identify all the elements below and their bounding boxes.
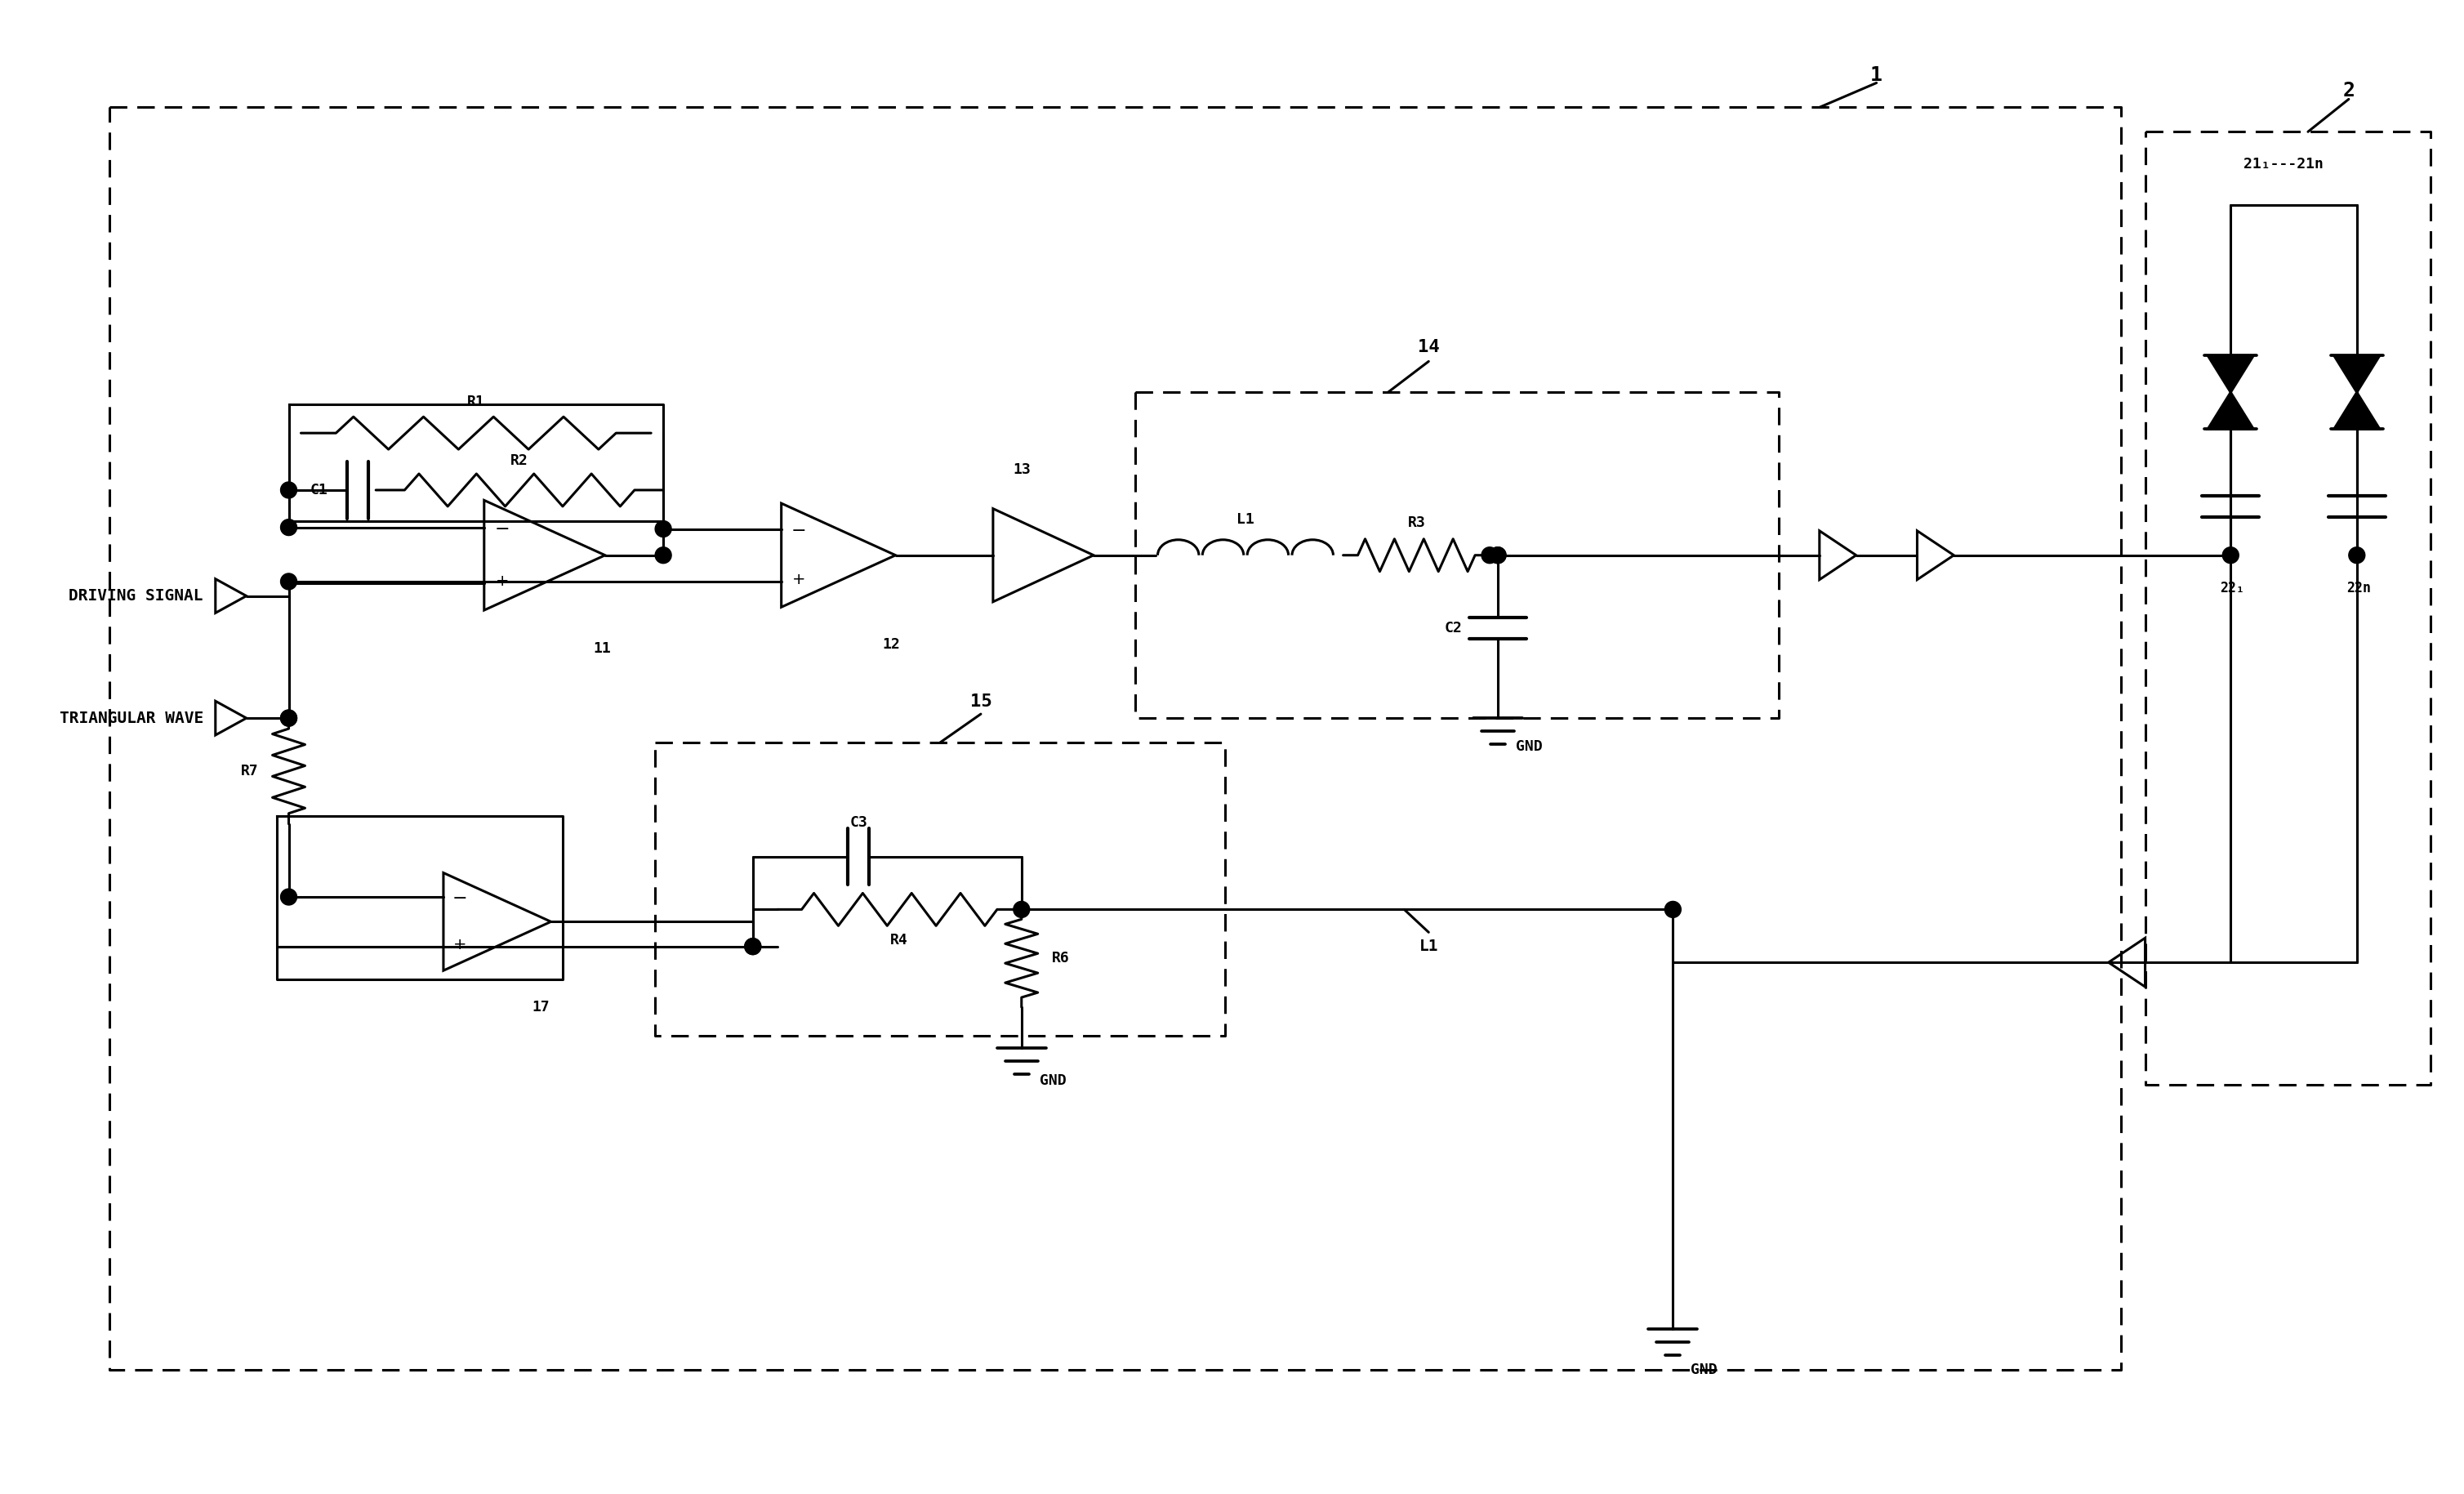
Circle shape xyxy=(281,889,296,905)
Text: 11: 11 xyxy=(594,641,611,656)
Circle shape xyxy=(744,938,761,955)
Text: 2: 2 xyxy=(2343,81,2356,100)
Text: C1: C1 xyxy=(310,483,328,498)
Circle shape xyxy=(1491,547,1506,563)
Circle shape xyxy=(281,574,296,590)
Text: 21₁---21n: 21₁---21n xyxy=(2245,157,2324,172)
Text: +: + xyxy=(453,937,466,952)
Circle shape xyxy=(744,938,761,955)
Text: L1: L1 xyxy=(1419,938,1439,953)
Text: R4: R4 xyxy=(890,934,909,947)
Text: 22₁: 22₁ xyxy=(2220,581,2245,595)
Text: L1: L1 xyxy=(1237,512,1254,527)
Circle shape xyxy=(2223,547,2240,563)
Text: C3: C3 xyxy=(850,814,867,829)
Text: +: + xyxy=(791,572,806,587)
Text: R7: R7 xyxy=(241,763,259,778)
Text: 15: 15 xyxy=(971,693,991,710)
Circle shape xyxy=(1481,547,1498,563)
Text: DRIVING SIGNAL: DRIVING SIGNAL xyxy=(69,589,202,604)
Text: TRIANGULAR WAVE: TRIANGULAR WAVE xyxy=(59,710,202,726)
Circle shape xyxy=(1491,547,1506,563)
Text: GND: GND xyxy=(1515,740,1542,754)
Circle shape xyxy=(281,710,296,726)
Text: −: − xyxy=(791,523,806,539)
Text: R6: R6 xyxy=(1052,952,1069,965)
Circle shape xyxy=(1666,901,1680,917)
Circle shape xyxy=(655,521,670,536)
Text: 1: 1 xyxy=(1870,64,1882,85)
Circle shape xyxy=(1013,901,1030,917)
Text: −: − xyxy=(451,890,468,907)
Polygon shape xyxy=(2208,356,2255,393)
Text: R2: R2 xyxy=(510,453,527,468)
Polygon shape xyxy=(2333,393,2380,429)
Text: R1: R1 xyxy=(468,394,485,409)
Text: R3: R3 xyxy=(1407,515,1424,530)
Text: −: − xyxy=(495,521,510,538)
Circle shape xyxy=(655,547,670,563)
Text: GND: GND xyxy=(1690,1363,1717,1377)
Text: GND: GND xyxy=(1040,1073,1067,1088)
Text: 17: 17 xyxy=(532,999,549,1014)
Text: +: + xyxy=(495,574,510,589)
Text: 22n: 22n xyxy=(2346,581,2370,595)
Text: 13: 13 xyxy=(1013,462,1030,477)
Polygon shape xyxy=(2208,393,2255,429)
Text: 12: 12 xyxy=(882,638,899,653)
Text: 14: 14 xyxy=(1417,339,1439,356)
Circle shape xyxy=(281,520,296,535)
Polygon shape xyxy=(2333,356,2380,393)
Text: C2: C2 xyxy=(1444,622,1461,636)
Circle shape xyxy=(281,483,296,498)
Circle shape xyxy=(2348,547,2365,563)
Circle shape xyxy=(281,710,296,726)
